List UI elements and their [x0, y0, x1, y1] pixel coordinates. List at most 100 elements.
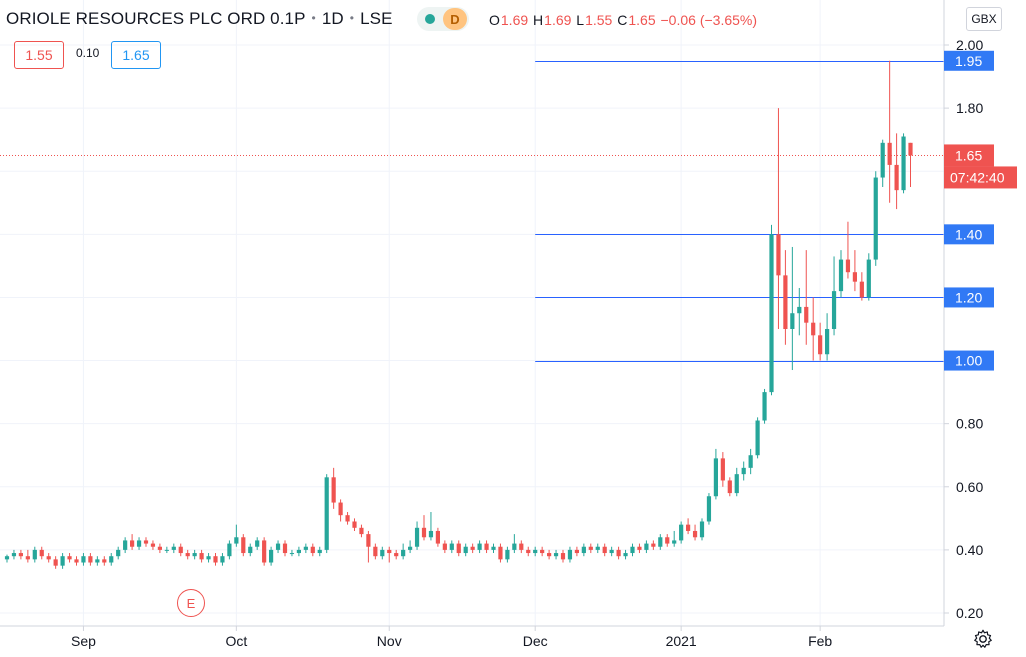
candle-down: [394, 549, 399, 560]
candle-down: [310, 543, 315, 557]
candle-down: [484, 540, 489, 554]
candle-down: [359, 524, 364, 538]
candle-down: [852, 250, 857, 292]
candle-down: [560, 549, 566, 563]
candle-up: [136, 537, 142, 550]
spread-value: 0.10: [76, 46, 100, 60]
price-tick-label: 0.20: [956, 605, 983, 621]
candle-down: [470, 543, 475, 554]
candle-body: [908, 142, 913, 156]
time-tick-label: Feb: [808, 633, 832, 649]
earnings-marker[interactable]: E: [177, 589, 205, 617]
candle-body: [651, 543, 656, 547]
candle-body: [512, 543, 517, 550]
candle-up: [255, 537, 260, 550]
candle-body: [692, 530, 698, 538]
candle-body: [880, 142, 885, 178]
candle-body: [526, 549, 531, 554]
gear-icon[interactable]: [972, 628, 994, 650]
candle-down: [616, 546, 621, 560]
candle-body: [644, 543, 649, 550]
candle-body: [150, 543, 156, 547]
candle-body: [88, 556, 93, 563]
market-status-pill[interactable]: D: [417, 7, 469, 31]
candle-body: [630, 546, 635, 554]
candle-down: [727, 477, 732, 497]
candle-up: [401, 543, 406, 560]
candle-up: [32, 546, 37, 563]
candle-body: [373, 546, 378, 557]
horizontal-lines[interactable]: [535, 61, 944, 362]
candle-body: [199, 553, 204, 560]
candle-up: [901, 133, 906, 194]
candle-body: [95, 559, 100, 563]
currency-button[interactable]: GBX: [966, 7, 1002, 31]
candle-down: [213, 553, 218, 566]
candle-body: [18, 553, 23, 557]
candle-body: [102, 559, 107, 563]
candle-body: [206, 556, 211, 560]
candle-body: [567, 549, 573, 560]
buy-button[interactable]: 1.65: [111, 41, 161, 69]
candle-body: [25, 556, 30, 560]
candle-down: [776, 108, 781, 329]
candle-down: [686, 518, 691, 535]
candle-body: [845, 259, 851, 273]
price-axis[interactable]: 0.200.400.600.801.001.201.401.601.802.00: [944, 37, 983, 621]
candle-down: [352, 518, 357, 531]
candle-body: [831, 291, 837, 329]
candle-up: [303, 543, 308, 554]
candle-down: [88, 553, 93, 566]
time-tick-label: Sep: [71, 633, 96, 649]
time-axis[interactable]: Sep Oct Nov Dec 2021 Feb: [71, 626, 832, 649]
candle-body: [227, 543, 232, 557]
price-tick-label: 0.80: [956, 416, 983, 432]
candle-down: [373, 543, 378, 560]
candle-body: [324, 477, 329, 550]
candle-up: [755, 417, 760, 459]
candle-body: [463, 546, 468, 554]
candle-body: [679, 524, 684, 541]
candle-down: [908, 142, 913, 187]
candle-body: [116, 549, 121, 557]
candle-up: [206, 553, 211, 563]
candle-body: [435, 530, 440, 544]
candle-body: [623, 553, 628, 557]
candle-body: [741, 467, 746, 475]
candle-body: [769, 234, 774, 393]
candle-up: [4, 554, 10, 563]
candle-body: [366, 534, 371, 547]
exchange: LSE: [360, 9, 393, 28]
candle-body: [269, 549, 274, 563]
candle-body: [804, 306, 809, 323]
price-tick-label: 2.00: [956, 37, 983, 53]
candle-down: [665, 534, 670, 547]
time-tick-label: 2021: [666, 633, 697, 649]
candle-body: [428, 530, 434, 538]
candle-body: [74, 559, 79, 563]
candle-body: [665, 537, 670, 544]
candle-body: [838, 259, 844, 292]
candle-body: [734, 474, 739, 494]
hline-price-tag: [944, 50, 994, 71]
candle-up: [414, 521, 420, 550]
sell-button[interactable]: 1.55: [14, 41, 64, 69]
candle-body: [4, 556, 10, 560]
data-status-badge[interactable]: D: [443, 8, 467, 30]
candle-body: [213, 556, 218, 563]
candle-body: [811, 322, 816, 336]
candle-up: [797, 287, 802, 336]
candle-body: [894, 164, 899, 191]
candle-body: [178, 546, 183, 554]
candle-body: [748, 455, 753, 468]
candle-body: [706, 496, 712, 522]
candle-body: [345, 515, 350, 522]
close-label: C: [617, 12, 628, 28]
candle-body: [602, 546, 607, 554]
candle-body: [449, 543, 454, 550]
high-value: 1.69: [544, 12, 572, 28]
candle-body: [338, 502, 343, 516]
candle-body: [53, 559, 58, 566]
candle-up: [553, 549, 559, 560]
